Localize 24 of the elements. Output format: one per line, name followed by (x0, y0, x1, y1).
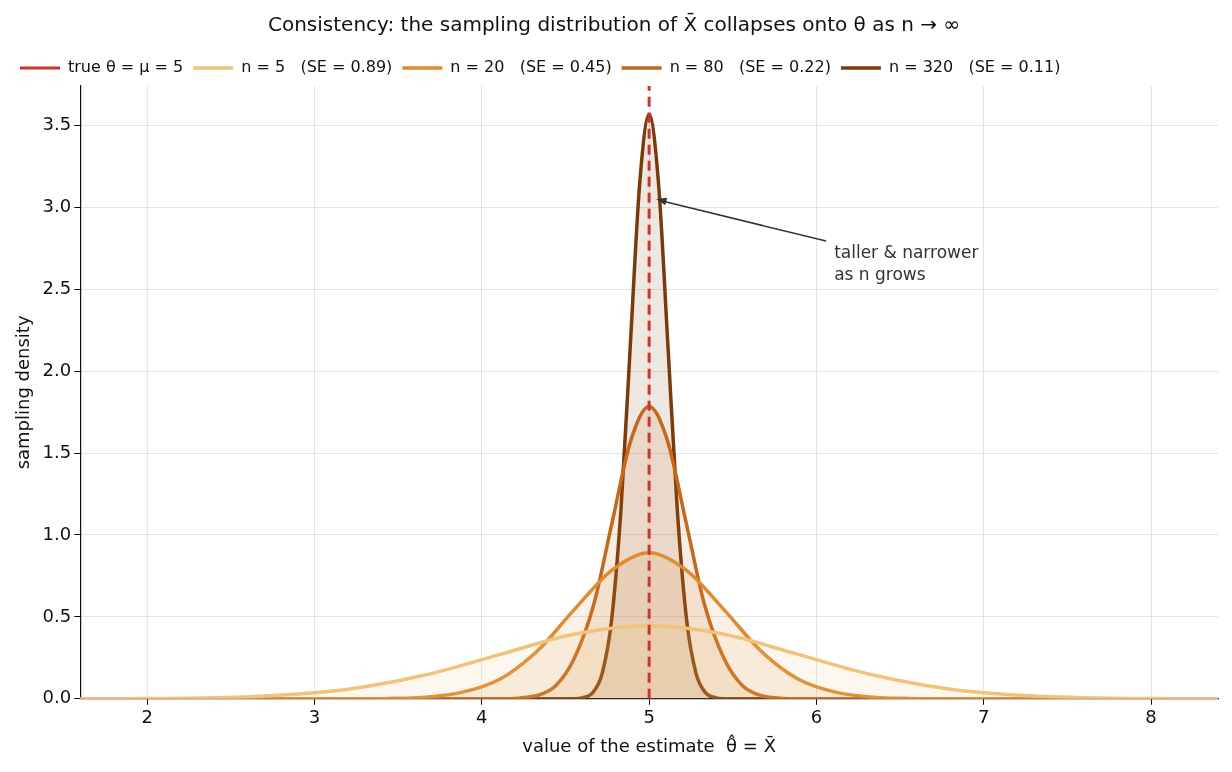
annotation: taller & narrower as n grows (834, 241, 979, 284)
x-tick-label: 2 (141, 706, 153, 728)
x-tick-label: 8 (1145, 706, 1157, 728)
legend-label: n = 80 (SE = 0.22) (669, 57, 831, 77)
y-tick-label: 1.5 (42, 440, 72, 462)
x-tick-label: 6 (810, 706, 823, 728)
y-tick-label: 3.0 (42, 194, 72, 216)
y-tick-label: 2.5 (42, 276, 72, 298)
chart-title: Consistency: the sampling distribution of X̄ collapses onto θ as n → ∞ (267, 11, 961, 37)
x-tick-label: 5 (643, 706, 655, 728)
x-tick-label: 3 (308, 706, 321, 728)
legend-label: n = 20 (SE = 0.45) (450, 57, 612, 77)
legend-label: n = 5 (SE = 0.89) (241, 57, 393, 77)
y-tick-label: 3.5 (42, 113, 72, 134)
y-tick-label: 0.0 (42, 686, 72, 708)
y-tick-label: 1.0 (42, 522, 72, 544)
legend-label: n = 320 (SE = 0.11) (888, 57, 1061, 77)
y-axis-title: sampling density (12, 315, 34, 470)
x-tick-label: 7 (978, 706, 990, 728)
y-tick-label: 0.5 (42, 604, 72, 626)
x-tick-label: 4 (476, 706, 488, 728)
x-axis-title: value of the estimate θ̂ = X̄ (522, 733, 776, 756)
legend-label: true θ = μ = 5 (68, 57, 184, 77)
y-tick-label: 2.0 (42, 358, 72, 380)
